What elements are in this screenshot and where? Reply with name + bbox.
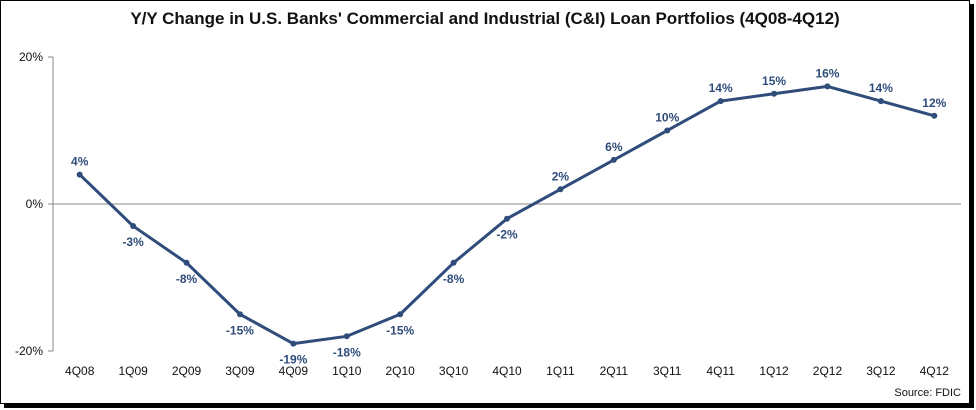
data-point	[397, 311, 404, 318]
data-label: 14%	[869, 81, 893, 95]
x-tick-label: 3Q09	[225, 364, 255, 378]
data-point	[931, 112, 938, 119]
source-note: Source: FDIC	[894, 387, 961, 399]
y-tick-label: 0%	[26, 197, 44, 211]
line-chart: 20% 0% -20% 4Q08 1Q09 2Q09 3Q09 4Q09 1Q10 2Q10 3Q1…	[15, 50, 961, 378]
series-line	[78, 84, 935, 346]
data-label: -8%	[443, 272, 465, 286]
data-point	[504, 215, 510, 222]
data-point	[290, 340, 297, 347]
data-point	[717, 98, 724, 105]
data-label: -19%	[279, 353, 307, 367]
data-label: 2%	[552, 169, 570, 183]
x-tick-label: 2Q09	[172, 364, 202, 378]
data-label: -18%	[333, 345, 361, 359]
data-point	[76, 171, 83, 178]
x-tick-label: 4Q12	[920, 364, 950, 378]
data-point	[130, 223, 137, 230]
data-label: 6%	[605, 140, 623, 154]
data-point	[557, 186, 564, 193]
x-tick-label: 4Q11	[706, 364, 735, 378]
data-label: 15%	[762, 74, 786, 88]
y-tick-label: 20%	[19, 50, 43, 64]
data-label: 14%	[709, 81, 733, 95]
x-tick-label: 1Q11	[546, 364, 575, 378]
data-label: -15%	[386, 323, 414, 337]
x-tick-label: 1Q12	[759, 364, 789, 378]
data-point	[236, 311, 243, 318]
chart-title: Y/Y Change in U.S. Banks' Commercial and…	[130, 9, 840, 28]
data-label: 10%	[655, 111, 679, 125]
chart-frame: Y/Y Change in U.S. Banks' Commercial and…	[0, 0, 970, 404]
data-point	[183, 259, 190, 266]
x-tick-label: 1Q10	[332, 364, 362, 378]
data-point	[664, 127, 671, 134]
data-label: 4%	[71, 155, 89, 169]
data-label: -8%	[176, 272, 198, 286]
data-point	[450, 259, 457, 266]
x-tick-label: 4Q09	[279, 364, 309, 378]
x-tick-label: 3Q11	[653, 364, 682, 378]
data-label: 16%	[815, 66, 839, 80]
data-label: 12%	[922, 96, 946, 110]
x-tick-label: 3Q12	[866, 364, 896, 378]
data-point	[771, 90, 778, 97]
x-tick-label: 2Q11	[600, 364, 629, 378]
data-point	[824, 83, 831, 90]
data-point	[610, 156, 617, 163]
x-tick-label: 2Q12	[813, 364, 843, 378]
x-tick-label: 1Q09	[118, 364, 148, 378]
x-tick-label: 3Q10	[439, 364, 469, 378]
x-tick-label: 2Q10	[385, 364, 415, 378]
data-point	[877, 98, 884, 105]
y-tick-label: -20%	[15, 344, 43, 358]
data-label: -15%	[226, 323, 254, 337]
x-tick-label: 4Q10	[492, 364, 522, 378]
x-tick-label: 4Q08	[65, 364, 95, 378]
data-label: -2%	[496, 228, 518, 242]
data-label: -3%	[122, 235, 144, 249]
data-point	[343, 333, 350, 340]
